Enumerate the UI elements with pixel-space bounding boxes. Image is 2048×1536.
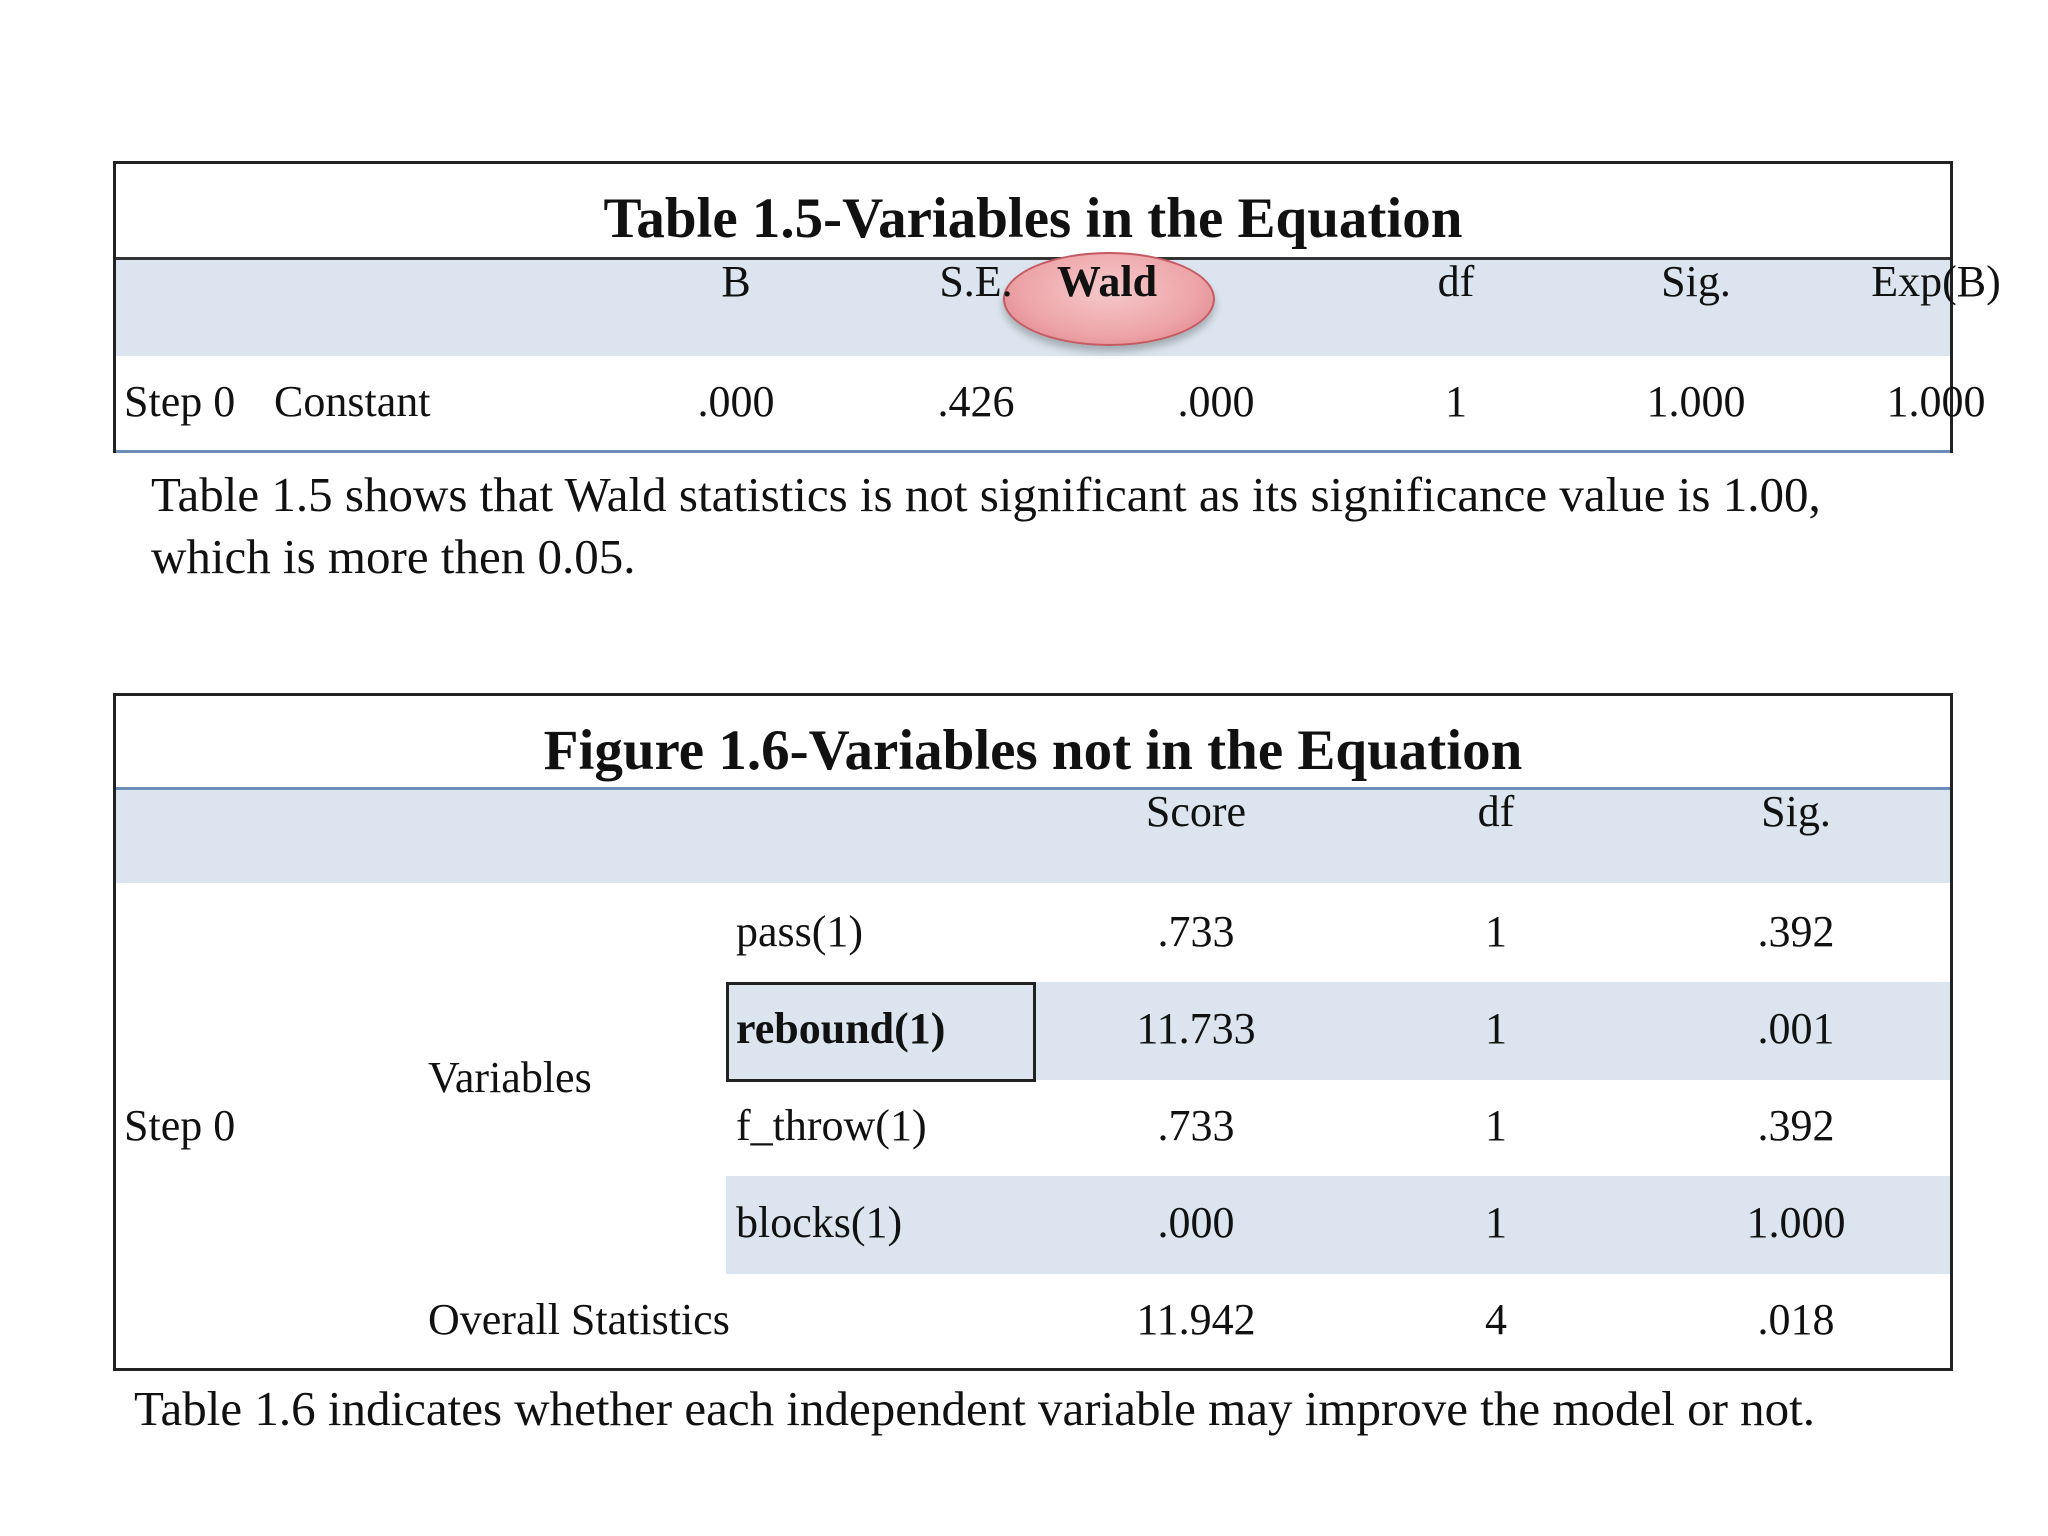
cell-df: 1 (1445, 377, 1467, 426)
overall-label: Overall Statistics (428, 1295, 730, 1344)
table-1-6: Figure 1.6-Variables not in the Equation… (113, 693, 1953, 1371)
row-score-blocks: .000 (1157, 1198, 1235, 1247)
header-df: df (1437, 257, 1475, 306)
cell-b: .000 (697, 377, 775, 426)
row-label: Constant (274, 377, 431, 426)
paragraph-2-line-1: Table 1.6 indicates whether each indepen… (134, 1381, 1816, 1436)
title-divider (116, 787, 1950, 790)
wald-highlight-oval (1003, 252, 1215, 346)
row-df-pass: 1 (1485, 907, 1507, 956)
table-1-5: Table 1.5-Variables in the Equation B S.… (113, 161, 2001, 453)
row-df-rebound: 1 (1485, 1004, 1507, 1053)
cell-expb: 1.000 (1886, 377, 1986, 426)
rebound-highlight-box (726, 982, 1036, 1082)
row-step: Step 0 (124, 377, 236, 426)
overall-df: 4 (1485, 1295, 1507, 1344)
table-title: Figure 1.6-Variables not in the Equation (543, 719, 1523, 782)
row-sig-blocks: 1.000 (1746, 1198, 1846, 1247)
row-name-blocks: blocks(1) (736, 1198, 903, 1247)
cell-wald: .000 (1177, 377, 1255, 426)
header-wald: Wald (1056, 257, 1158, 306)
header-expb: Exp(B) (1871, 257, 2001, 306)
row-band-rebound (726, 982, 1950, 1080)
paragraph-1-line-2: which is more then 0.05. (151, 529, 636, 584)
row-sig-f-throw: .392 (1757, 1101, 1835, 1150)
header-score: Score (1145, 787, 1247, 836)
header-band (116, 789, 1950, 883)
header-df: df (1477, 787, 1515, 836)
paragraph-1-line-1: Table 1.5 shows that Wald statistics is … (151, 467, 1821, 522)
row-name-f-throw: f_throw(1) (736, 1101, 927, 1150)
row-score-f-throw: .733 (1157, 1101, 1235, 1150)
table-title: Table 1.5-Variables in the Equation (603, 187, 1463, 250)
overall-score: 11.942 (1136, 1295, 1256, 1344)
header-sig: Sig. (1661, 257, 1731, 306)
row-name-rebound: rebound(1) (736, 1004, 946, 1053)
row-df-blocks: 1 (1485, 1198, 1507, 1247)
row-sig-rebound: .001 (1757, 1004, 1835, 1053)
row-df-f-throw: 1 (1485, 1101, 1507, 1150)
step-label: Step 0 (124, 1101, 236, 1150)
cell-sig: 1.000 (1646, 377, 1746, 426)
bottom-rule (116, 450, 1950, 453)
header-sig: Sig. (1761, 787, 1831, 836)
group-label: Variables (428, 1053, 592, 1102)
row-sig-pass: .392 (1757, 907, 1835, 956)
header-se: S.E. (939, 257, 1013, 306)
row-score-pass: .733 (1157, 907, 1235, 956)
row-score-rebound: 11.733 (1136, 1004, 1256, 1053)
title-divider (116, 257, 1950, 260)
row-name-pass: pass(1) (736, 907, 864, 956)
row-band-blocks (726, 1176, 1950, 1274)
cell-se: .426 (937, 377, 1015, 426)
header-b: B (721, 257, 751, 306)
overall-sig: .018 (1757, 1295, 1835, 1344)
